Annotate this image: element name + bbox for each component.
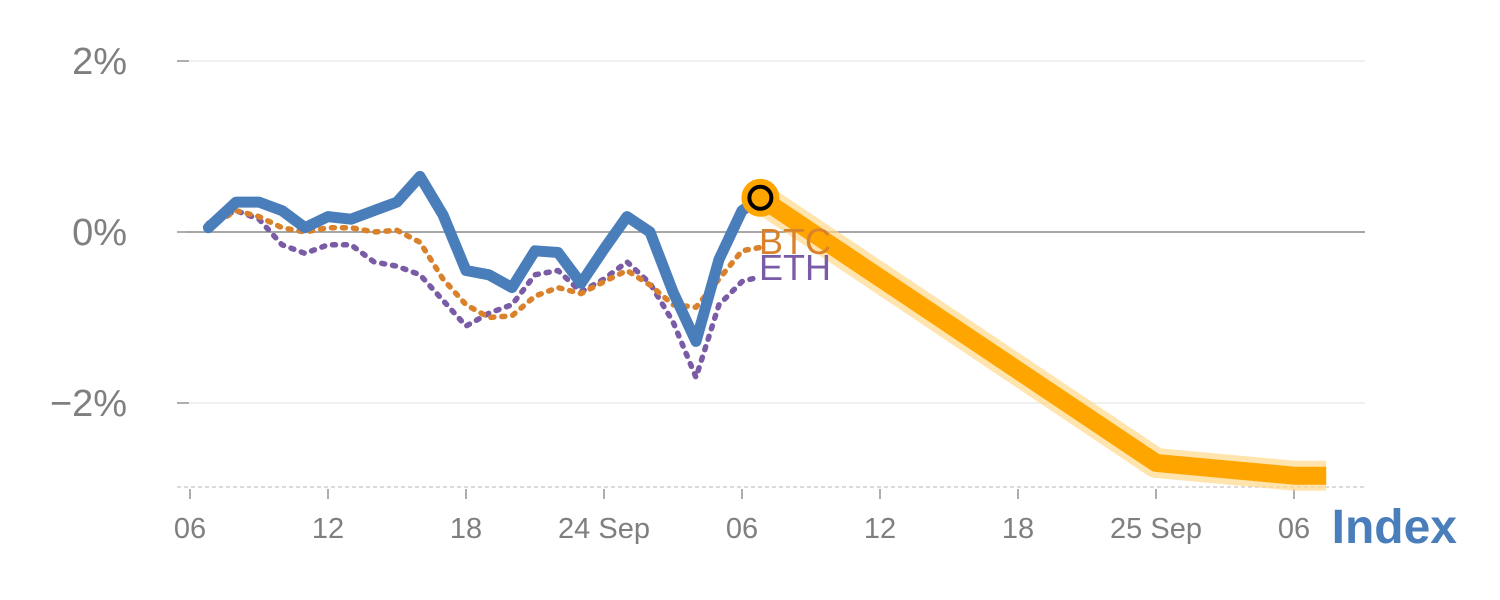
x-tick-label: 18	[1002, 513, 1034, 545]
series-label-index: Index	[1332, 501, 1458, 554]
y-tick-label: 2%	[72, 41, 127, 83]
series-line-eth	[205, 207, 764, 381]
y-tick-label: −2%	[50, 383, 127, 425]
x-tick-label: 06	[1278, 513, 1310, 545]
series-label-eth: ETH	[759, 247, 831, 288]
x-tick-label: 12	[864, 513, 896, 545]
x-tick-label: 24 Sep	[558, 513, 650, 545]
x-tick-label: 25 Sep	[1110, 513, 1202, 545]
x-axis: 06 12 18 24 Sep 06 12 18 25 Sep 06	[174, 486, 1365, 545]
series-line-projection	[755, 190, 1327, 485]
grid-layer	[187, 60, 1365, 404]
projection-halo	[752, 185, 1327, 491]
current-point-marker	[747, 184, 774, 211]
x-tick-label: 06	[726, 513, 758, 545]
x-tick-label: 12	[312, 513, 344, 545]
y-tick-label: 0%	[72, 212, 127, 254]
series-line-index	[202, 170, 766, 347]
series-label-btc: BTC	[759, 221, 831, 262]
x-tick-label: 06	[174, 513, 206, 545]
y-axis: 2% 0% −2%	[50, 41, 189, 425]
x-tick-label: 18	[450, 513, 482, 545]
series-layer	[202, 170, 1327, 491]
